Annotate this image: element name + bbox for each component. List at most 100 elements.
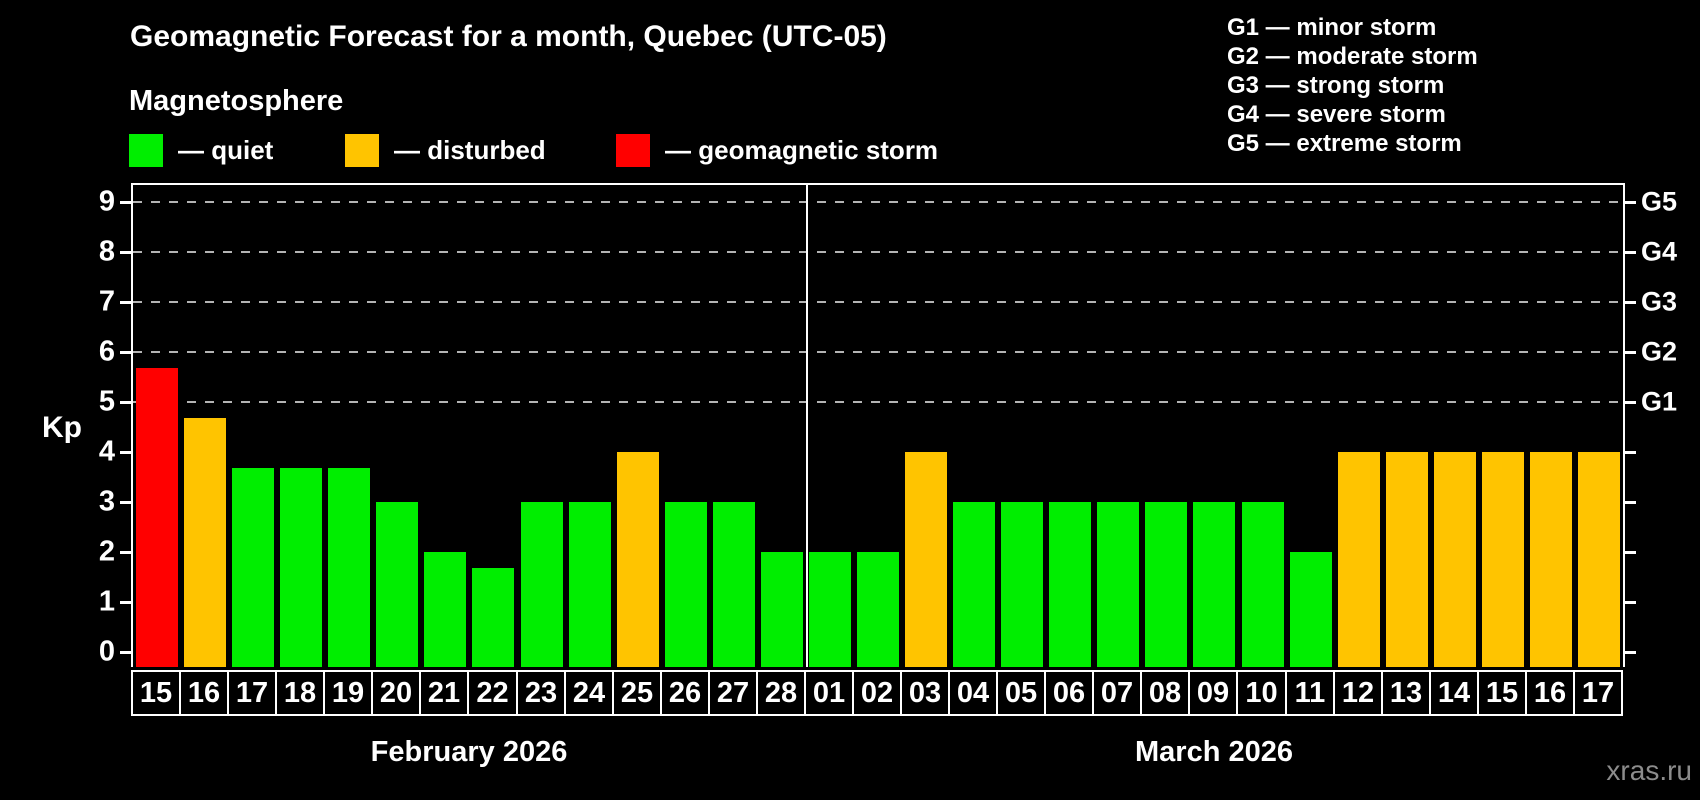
storm-color-swatch	[616, 134, 650, 167]
day-label-26: 26	[660, 670, 710, 716]
day-label-11: 11	[1285, 670, 1335, 716]
kp-bar-day-23	[521, 502, 563, 667]
kp-bar-day-07	[1097, 502, 1139, 667]
month-divider-line	[806, 185, 808, 667]
legend-item-disturbed: — disturbed	[345, 134, 546, 167]
kp-bar-day-17	[232, 468, 274, 667]
y-axis-tick	[1625, 301, 1636, 304]
y-axis-label: Kp	[42, 411, 82, 444]
kp-bar-day-06	[1049, 502, 1091, 667]
y-axis-tick	[120, 501, 131, 504]
kp-bar-day-28	[761, 552, 803, 667]
y-axis-tick	[1625, 451, 1636, 454]
day-label-19: 19	[323, 670, 373, 716]
kp-bar-day-15	[1482, 452, 1524, 667]
kp-bar-day-11	[1290, 552, 1332, 667]
kp-bar-day-05	[1001, 502, 1043, 667]
y-axis-tick	[120, 651, 131, 654]
kp-bar-day-26	[665, 502, 707, 667]
kp-tick-label: 8	[98, 235, 115, 268]
g-scale-legend-line: G4 — severe storm	[1227, 101, 1446, 128]
day-label-17: 17	[227, 670, 277, 716]
legend-label: — disturbed	[394, 135, 546, 165]
kp-bar-day-18	[280, 468, 322, 667]
day-label-15: 15	[1477, 670, 1527, 716]
legend-label: — geomagnetic storm	[665, 135, 939, 165]
day-label-24: 24	[564, 670, 614, 716]
g-scale-legend: G1 — minor storm G2 — moderate storm G3 …	[1227, 13, 1478, 158]
day-label-27: 27	[708, 670, 758, 716]
chart-subtitle: Magnetosphere	[129, 85, 344, 117]
y-axis-tick	[1625, 201, 1636, 204]
kp-bar-day-13	[1386, 452, 1428, 667]
y-axis-tick	[1625, 551, 1636, 554]
y-axis-tick	[1625, 501, 1636, 504]
day-label-07: 07	[1092, 670, 1142, 716]
g-level-label-g3: G3	[1641, 286, 1678, 317]
legend-label: — quiet	[178, 135, 274, 165]
kp-bar-day-19	[328, 468, 370, 667]
y-axis-tick	[120, 401, 131, 404]
y-axis-tick	[1625, 401, 1636, 404]
kp-bar-day-24	[569, 502, 611, 667]
kp-tick-label: 2	[98, 535, 115, 568]
day-label-23: 23	[516, 670, 566, 716]
day-label-04: 04	[948, 670, 998, 716]
kp-bar-day-03	[905, 452, 947, 667]
month-label-february: February 2026	[370, 736, 568, 768]
g-level-label-g1: G1	[1641, 386, 1678, 417]
day-label-05: 05	[996, 670, 1046, 716]
kp-bar-day-15	[136, 368, 178, 667]
day-label-09: 09	[1188, 670, 1238, 716]
kp-bar-day-20	[376, 502, 418, 667]
day-label-25: 25	[612, 670, 662, 716]
g-scale-legend-line: G3 — strong storm	[1227, 72, 1445, 99]
g-scale-legend-line: G5 — extreme storm	[1227, 130, 1462, 157]
watermark: xras.ru	[1606, 755, 1692, 786]
gridline-kp9	[133, 201, 1623, 203]
day-label-10: 10	[1236, 670, 1287, 716]
day-label-12: 12	[1333, 670, 1383, 716]
kp-bar-day-17	[1578, 452, 1620, 667]
month-label-march: March 2026	[1135, 736, 1293, 768]
day-label-13: 13	[1381, 670, 1431, 716]
kp-bar-day-16	[184, 418, 226, 667]
y-axis-tick	[1625, 601, 1636, 604]
y-axis-tick	[120, 201, 131, 204]
legend-item-storm: — geomagnetic storm	[616, 134, 938, 167]
g-scale-legend-line: G1 — minor storm	[1227, 14, 1437, 41]
kp-bar-day-02	[857, 552, 899, 667]
day-axis-strip: 15 16 17 18 19 20 21 22 23 24 25 26 27 28 01 02 03 04 05 06…	[131, 670, 1625, 716]
y-axis-tick	[120, 551, 131, 554]
kp-bar-day-25	[617, 452, 659, 667]
kp-tick-label: 7	[98, 285, 115, 318]
gridline-kp6	[133, 351, 1623, 353]
kp-bar-day-01	[809, 552, 851, 667]
gridline-kp8	[133, 251, 1623, 253]
y-axis-tick	[120, 301, 131, 304]
disturbed-color-swatch	[345, 134, 379, 167]
g-level-label-g5: G5	[1641, 186, 1678, 217]
kp-tick-label: 1	[98, 585, 115, 618]
day-label-01: 01	[804, 670, 854, 716]
page-title: Geomagnetic Forecast for a month, Quebec…	[130, 20, 887, 53]
kp-tick-label: 5	[98, 385, 115, 418]
kp-tick-label: 6	[98, 335, 115, 368]
chart-plot-area: 0 1 2 3 4 5 6 7 8 9 G1 G2 G3 G4 G5	[99, 183, 1677, 668]
day-label-20: 20	[371, 670, 421, 716]
kp-bar-day-09	[1193, 502, 1235, 667]
kp-bar-day-21	[424, 552, 466, 667]
day-label-08: 08	[1140, 670, 1190, 716]
day-label-06: 06	[1044, 670, 1094, 716]
g-scale-legend-line: G2 — moderate storm	[1227, 43, 1478, 70]
day-label-18: 18	[275, 670, 325, 716]
y-axis-tick	[1625, 251, 1636, 254]
quiet-color-swatch	[129, 134, 163, 167]
g-level-label-g2: G2	[1641, 336, 1678, 367]
kp-tick-label: 3	[98, 485, 115, 518]
kp-bar-day-12	[1338, 452, 1380, 667]
gridline-kp5	[133, 401, 1623, 403]
kp-bar-day-16	[1530, 452, 1572, 667]
day-label-21: 21	[419, 670, 469, 716]
kp-tick-label: 4	[98, 435, 115, 468]
